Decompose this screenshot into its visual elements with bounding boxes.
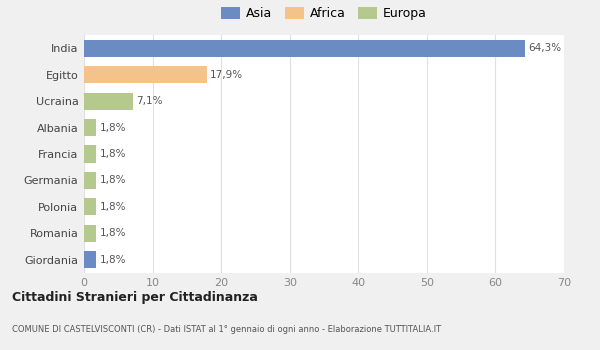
- Text: 1,8%: 1,8%: [100, 122, 126, 133]
- Text: 1,8%: 1,8%: [100, 228, 126, 238]
- Text: 1,8%: 1,8%: [100, 175, 126, 186]
- Bar: [84, 198, 97, 216]
- Text: 1,8%: 1,8%: [100, 202, 126, 212]
- Text: 17,9%: 17,9%: [210, 70, 243, 80]
- Text: 64,3%: 64,3%: [529, 43, 562, 53]
- Bar: [84, 251, 97, 268]
- Bar: [84, 119, 97, 136]
- Text: 1,8%: 1,8%: [100, 255, 126, 265]
- Bar: [84, 172, 97, 189]
- Bar: [84, 66, 207, 83]
- Bar: [84, 225, 97, 242]
- Text: 7,1%: 7,1%: [136, 96, 163, 106]
- Bar: [84, 145, 97, 163]
- Text: Cittadini Stranieri per Cittadinanza: Cittadini Stranieri per Cittadinanza: [12, 290, 258, 303]
- Bar: [84, 92, 133, 110]
- Bar: [84, 40, 525, 57]
- Text: 1,8%: 1,8%: [100, 149, 126, 159]
- Legend: Asia, Africa, Europa: Asia, Africa, Europa: [217, 3, 431, 24]
- Text: COMUNE DI CASTELVISCONTI (CR) - Dati ISTAT al 1° gennaio di ogni anno - Elaboraz: COMUNE DI CASTELVISCONTI (CR) - Dati IST…: [12, 326, 441, 335]
